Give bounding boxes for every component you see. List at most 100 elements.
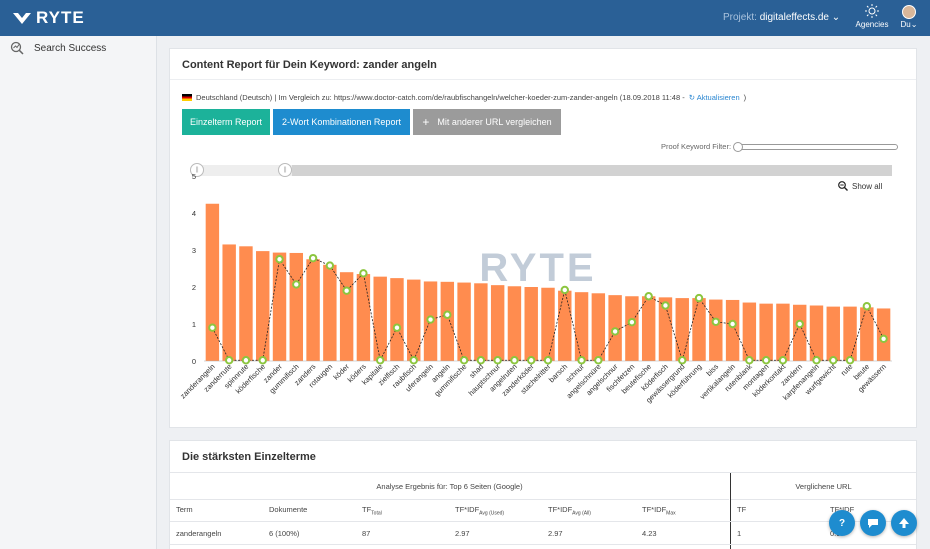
agencies-label: Agencies [855,20,889,29]
refresh-icon: ↻ [688,93,696,102]
chart-point [476,356,486,365]
chart-bar [776,303,790,361]
col-header-tf-total[interactable]: TFTotal [362,505,382,517]
chart-bar [222,244,236,361]
divider [170,521,916,522]
plus-icon: + [422,115,430,129]
chart-point [678,356,687,365]
project-selector[interactable]: Projekt: digitaleffects.de ⌄ [723,12,840,23]
chart-point [510,356,519,365]
chart-bar [474,283,488,361]
filter-slider[interactable] [733,141,899,152]
report-info-text: Deutschland (Deutsch) | Im Vergleich zu:… [196,93,685,102]
chart-bar [289,252,304,361]
tfidf-used-label: TF*IDF [455,505,480,514]
chart-bar [205,203,220,361]
zoom-out-icon [838,181,848,191]
chart-bar [373,276,387,361]
chart-bar [507,286,522,361]
chat-button[interactable] [860,510,886,536]
chart-bar [440,281,455,361]
scroll-top-button[interactable] [891,510,917,536]
range-handle-right[interactable]: || [278,163,292,177]
compare-url-button[interactable]: + Mit anderer URL vergleichen [413,109,561,135]
chart-point [459,356,469,365]
chart-bar [843,306,857,361]
chart-bar [641,296,656,361]
col-header-tfidf-used[interactable]: TF*IDFAvg (Used) [455,505,504,517]
content-report-card: Content Report für Dein Keyword: zander … [169,48,917,428]
zwei-wort-report-button[interactable]: 2-Wort Kombinationen Report [273,109,410,135]
einzelterm-report-button[interactable]: Einzelterm Report [182,109,270,135]
chart-point [829,356,838,365]
range-handle-left[interactable]: || [190,163,204,177]
chart-bar [490,285,505,361]
chart-bar [256,251,270,361]
show-all-button[interactable]: Show all [838,181,882,191]
cell-term: zanderangeln [176,529,222,538]
refresh-link[interactable]: ↻ Aktualisieren [689,93,740,102]
sidebar-item-search-success[interactable]: Search Success [10,41,106,55]
chart-bar [692,298,706,361]
col-header-dokumente[interactable]: Dokumente [269,505,308,514]
chart-bar [709,299,723,361]
col-header-tfidf[interactable]: TF*IDF [830,505,854,514]
chart-point [644,292,653,301]
chart-point [694,293,704,303]
divider [170,472,916,473]
range-selection[interactable] [196,165,292,176]
chart-bar [272,252,287,361]
chart-point [560,285,569,295]
divider [170,79,916,80]
y-tick-label: 2 [192,283,196,292]
chart-bar [541,287,555,361]
ryte-logo[interactable]: RYTE [12,8,85,28]
chart-bar [390,278,404,361]
chart-point [208,323,217,332]
chart-point [778,356,788,365]
chart-point [594,356,603,365]
chart-point [795,319,804,329]
filter-slider-knob[interactable] [733,141,744,152]
chart-point [728,319,737,329]
chart-point [375,356,385,365]
chart-point [661,301,670,310]
refresh-label: Aktualisieren [696,93,740,102]
compare-url-label: Mit anderer URL vergleichen [437,117,552,127]
chart-point [745,356,754,365]
tfidf-all-sub: Avg (All) [572,510,591,517]
project-label: Projekt: [723,12,757,23]
report-info-suffix: ) [743,93,747,102]
user-menu[interactable]: Du⌄ [898,4,920,29]
col-header-term[interactable]: Term [176,505,193,514]
chart-point [258,356,267,365]
tf-total-label: TF [362,505,372,514]
col-header-tfidf-max[interactable]: TF*IDFMax [642,505,676,517]
chart-bar [457,282,471,361]
chart-bar [860,307,874,361]
cell-tf-total: 87 [362,529,371,538]
chart-bar [792,304,807,361]
table-group-right: Verglichene URL [731,473,916,500]
col-header-tf[interactable]: TF [737,505,747,514]
chart-point [241,356,251,365]
y-tick-label: 4 [192,209,196,218]
chart-bar [725,299,740,361]
chart-bar [524,287,538,361]
cell-tfidf-max: 4.23 [642,529,657,538]
chart-bar [323,264,337,361]
agencies-menu[interactable]: Agencies [854,4,890,29]
table-title: Die stärksten Einzelterme [182,451,316,463]
watermark-text: RYTE [479,246,596,290]
chart-range-selector[interactable]: || || [190,163,892,177]
report-title: Content Report für Dein Keyword: zander … [182,59,437,71]
chevron-down-icon: ⌄ [831,12,841,23]
col-header-tfidf-all[interactable]: TF*IDFAvg (All) [548,505,591,517]
y-tick-label: 5 [192,172,196,181]
help-button[interactable]: ? [829,510,855,536]
ryte-logo-icon [13,13,31,24]
chart-point [493,356,502,365]
chart-point [610,327,620,336]
y-tick-label: 0 [192,357,196,366]
cell-tf: 1 [737,529,742,538]
